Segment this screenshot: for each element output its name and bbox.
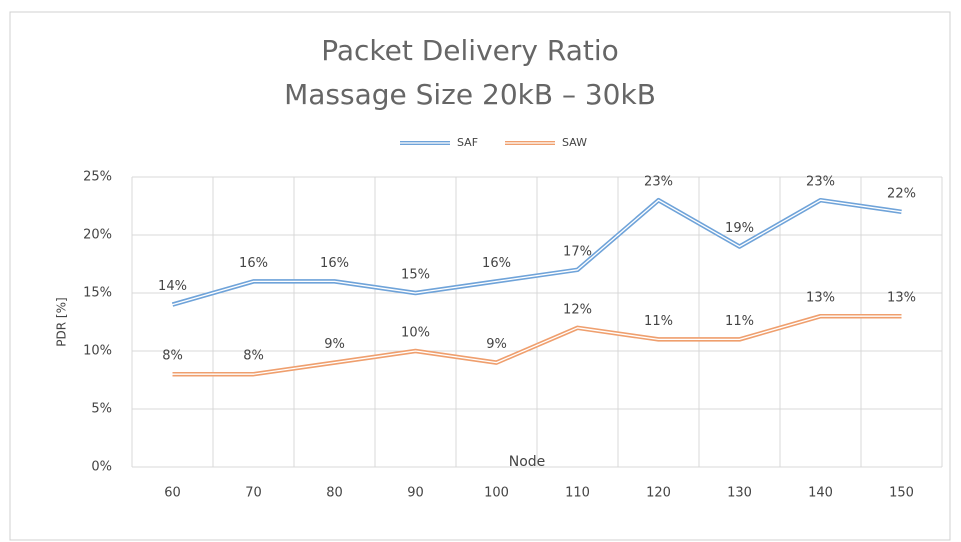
chart-title: Packet Delivery Ratio: [321, 34, 619, 67]
data-label: 11%: [725, 314, 754, 329]
y-tick-label: 0%: [91, 460, 112, 475]
legend-label: SAF: [457, 136, 478, 149]
data-label: 10%: [401, 326, 430, 341]
data-label: 15%: [401, 268, 430, 283]
data-label: 11%: [644, 314, 673, 329]
chart-border: [9, 11, 951, 541]
y-tick-label: 15%: [83, 286, 112, 301]
data-label: 19%: [725, 221, 754, 236]
x-tick-label: 140: [808, 486, 833, 501]
y-tick-label: 20%: [83, 228, 112, 243]
data-label: 9%: [486, 337, 507, 352]
legend-label: SAW: [562, 136, 587, 149]
data-label: 8%: [243, 349, 264, 364]
data-label: 23%: [806, 175, 835, 190]
x-tick-label: 150: [889, 486, 914, 501]
data-label: 12%: [563, 302, 592, 317]
series-line-inner: [172, 315, 902, 375]
x-axis-title: Node: [509, 454, 546, 470]
data-label: 22%: [887, 186, 916, 201]
y-tick-label: 10%: [83, 344, 112, 359]
series-line-inner: [172, 199, 902, 306]
chart-subtitle: Massage Size 20kB – 30kB: [284, 78, 656, 111]
x-tick-label: 130: [727, 486, 752, 501]
data-label: 16%: [482, 256, 511, 271]
x-tick-label: 120: [646, 486, 671, 501]
x-tick-label: 60: [164, 486, 181, 501]
data-label: 13%: [887, 291, 916, 306]
data-label: 16%: [239, 256, 268, 271]
data-label: 23%: [644, 175, 673, 190]
y-tick-label: 5%: [91, 402, 112, 417]
x-tick-label: 110: [565, 486, 590, 501]
x-tick-label: 90: [407, 486, 424, 501]
x-tick-label: 70: [245, 486, 262, 501]
data-label: 8%: [162, 349, 183, 364]
y-axis-title: PDR [%]: [55, 297, 69, 346]
data-label: 14%: [158, 279, 187, 294]
data-label: 17%: [563, 244, 592, 259]
x-tick-label: 80: [326, 486, 343, 501]
x-tick-label: 100: [484, 486, 509, 501]
data-label: 16%: [320, 256, 349, 271]
y-tick-label: 25%: [83, 170, 112, 185]
data-label: 9%: [324, 337, 345, 352]
data-label: 13%: [806, 291, 835, 306]
